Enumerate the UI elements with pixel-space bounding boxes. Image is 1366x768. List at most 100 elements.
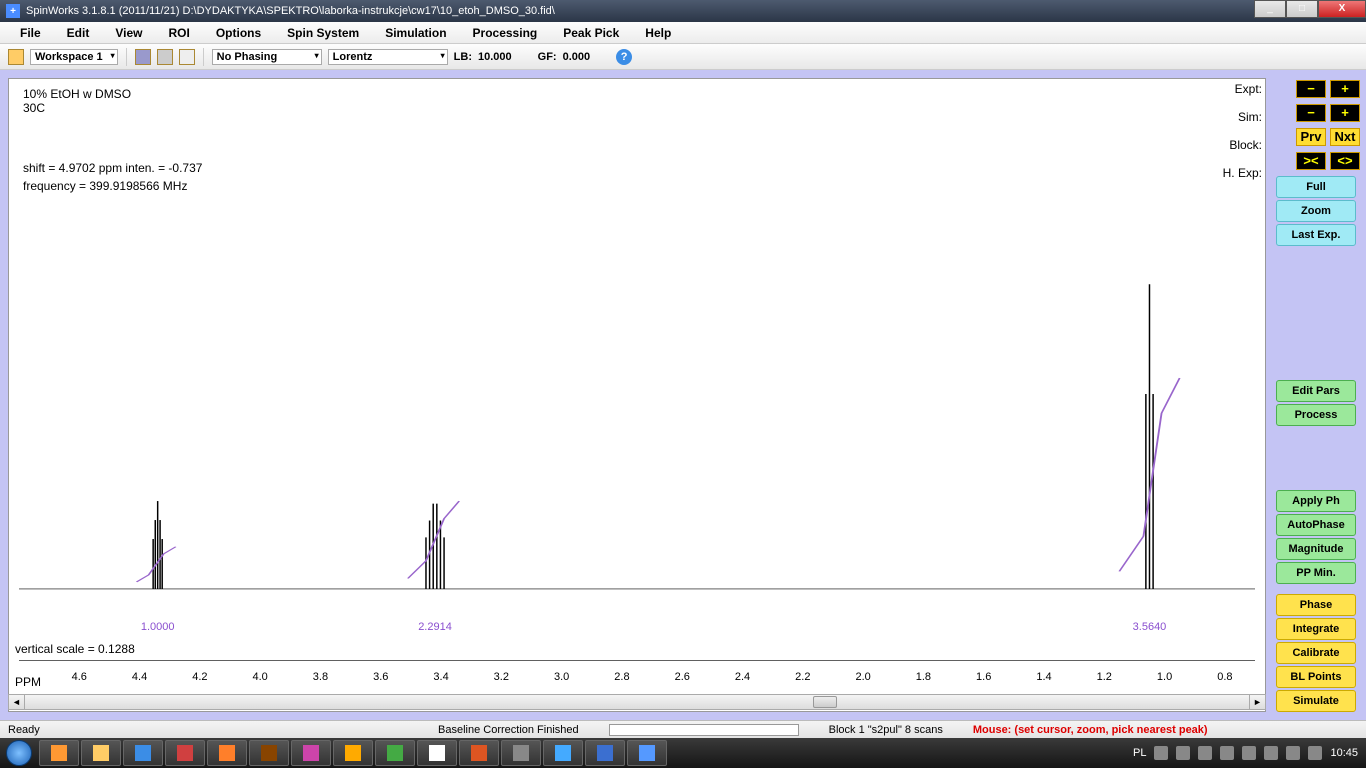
- mini-+[interactable]: +: [1330, 104, 1360, 122]
- taskbar-item[interactable]: [501, 740, 541, 766]
- tray-icon[interactable]: [1220, 746, 1234, 760]
- app-icon: +: [6, 4, 20, 18]
- menu-simulation[interactable]: Simulation: [375, 24, 456, 42]
- titlebar: + SpinWorks 3.1.8.1 (2011/11/21) D:\DYDA…: [0, 0, 1366, 22]
- xtick: 3.4: [433, 671, 448, 683]
- menu-view[interactable]: View: [105, 24, 152, 42]
- tray-icon[interactable]: [1308, 746, 1322, 760]
- taskbar-item[interactable]: [165, 740, 205, 766]
- xtick: 3.2: [494, 671, 509, 683]
- mini-−[interactable]: −: [1296, 80, 1326, 98]
- menu-spin-system[interactable]: Spin System: [277, 24, 369, 42]
- taskbar-item[interactable]: [249, 740, 289, 766]
- menu-edit[interactable]: Edit: [57, 24, 100, 42]
- taskbar-item[interactable]: [39, 740, 79, 766]
- menu-help[interactable]: Help: [635, 24, 681, 42]
- taskbar-item[interactable]: [123, 740, 163, 766]
- print-icon[interactable]: [179, 49, 195, 65]
- apply-ph-button[interactable]: Apply Ph: [1276, 490, 1356, 512]
- last-exp--button[interactable]: Last Exp.: [1276, 224, 1356, 246]
- scroll-right-icon[interactable]: ►: [1249, 695, 1265, 709]
- tray-icon[interactable]: [1198, 746, 1212, 760]
- close-button[interactable]: X: [1318, 0, 1366, 18]
- copy-icon[interactable]: [157, 49, 173, 65]
- menu-roi[interactable]: ROI: [158, 24, 199, 42]
- xtick: 1.2: [1097, 671, 1112, 683]
- clock[interactable]: 10:45: [1330, 747, 1358, 759]
- phase-button[interactable]: Phase: [1276, 594, 1356, 616]
- simulate-button[interactable]: Simulate: [1276, 690, 1356, 712]
- process-button[interactable]: Process: [1276, 404, 1356, 426]
- xtick: 4.6: [72, 671, 87, 683]
- taskbar-item[interactable]: [543, 740, 583, 766]
- open-icon[interactable]: [8, 49, 24, 65]
- phasing-combo[interactable]: No Phasing: [212, 49, 322, 65]
- pp-min--button[interactable]: PP Min.: [1276, 562, 1356, 584]
- autophase-button[interactable]: AutoPhase: [1276, 514, 1356, 536]
- scroll-thumb[interactable]: [813, 696, 837, 708]
- calibrate-button[interactable]: Calibrate: [1276, 642, 1356, 664]
- help-icon[interactable]: ?: [616, 49, 632, 65]
- integrate-button[interactable]: Integrate: [1276, 618, 1356, 640]
- taskbar-item[interactable]: [291, 740, 331, 766]
- taskbar-item[interactable]: [585, 740, 625, 766]
- full-button[interactable]: Full: [1276, 176, 1356, 198]
- tray-icon[interactable]: [1242, 746, 1256, 760]
- gf-value: 0.000: [563, 51, 591, 63]
- menu-peak-pick[interactable]: Peak Pick: [553, 24, 629, 42]
- plot-area[interactable]: 10% EtOH w DMSO 30C shift = 4.9702 ppm i…: [8, 78, 1266, 712]
- right-labels: Expt:Sim:Block:H. Exp:: [1223, 82, 1262, 194]
- magnitude-button[interactable]: Magnitude: [1276, 538, 1356, 560]
- h-scrollbar[interactable]: ◄ ►: [8, 694, 1266, 710]
- workspace-combo[interactable]: Workspace 1: [30, 49, 118, 65]
- mini-−[interactable]: −: [1296, 104, 1326, 122]
- maximize-button[interactable]: □: [1286, 0, 1318, 18]
- minimize-button[interactable]: _: [1254, 0, 1286, 18]
- mini-<>[interactable]: <>: [1330, 152, 1360, 170]
- workarea: 10% EtOH w DMSO 30C shift = 4.9702 ppm i…: [0, 70, 1366, 720]
- tray-icon[interactable]: [1154, 746, 1168, 760]
- taskbar-item[interactable]: [459, 740, 499, 766]
- scroll-left-icon[interactable]: ◄: [9, 695, 25, 709]
- gf-label: GF:: [538, 51, 557, 63]
- xtick: 2.6: [675, 671, 690, 683]
- tray-icon[interactable]: [1264, 746, 1278, 760]
- xtick: 4.2: [192, 671, 207, 683]
- taskbar-item[interactable]: [627, 740, 667, 766]
- xtick: 2.2: [795, 671, 810, 683]
- taskbar-item[interactable]: [81, 740, 121, 766]
- zoom-button[interactable]: Zoom: [1276, 200, 1356, 222]
- xtick: 3.8: [313, 671, 328, 683]
- menu-processing[interactable]: Processing: [463, 24, 548, 42]
- menu-options[interactable]: Options: [206, 24, 271, 42]
- x-axis-ticks: 4.64.44.24.03.83.63.43.23.02.82.62.42.22…: [19, 671, 1255, 689]
- mini-><[interactable]: ><: [1296, 152, 1326, 170]
- xtick: 3.6: [373, 671, 388, 683]
- start-button[interactable]: [0, 738, 38, 768]
- axis-label: PPM: [15, 675, 41, 689]
- mini-+[interactable]: +: [1330, 80, 1360, 98]
- taskbar-item[interactable]: [333, 740, 373, 766]
- xtick: 1.4: [1036, 671, 1051, 683]
- bl-points-button[interactable]: BL Points: [1276, 666, 1356, 688]
- peak-label: 3.5640: [1133, 621, 1167, 633]
- apod-combo[interactable]: Lorentz: [328, 49, 448, 65]
- side-panel: −+−+PrvNxt><<>FullZoomLast Exp.Edit Pars…: [1272, 80, 1360, 714]
- edit-pars-button[interactable]: Edit Pars: [1276, 380, 1356, 402]
- xtick: 1.8: [916, 671, 931, 683]
- taskbar-item[interactable]: [375, 740, 415, 766]
- taskbar-item[interactable]: [417, 740, 457, 766]
- xtick: 3.0: [554, 671, 569, 683]
- lang-indicator[interactable]: PL: [1133, 747, 1146, 759]
- mini-nxt[interactable]: Nxt: [1330, 128, 1360, 146]
- xtick: 2.0: [855, 671, 870, 683]
- taskbar-item[interactable]: [207, 740, 247, 766]
- save-icon[interactable]: [135, 49, 151, 65]
- peak-label: 1.0000: [141, 621, 175, 633]
- system-tray: PL 10:45: [1133, 746, 1366, 760]
- menu-file[interactable]: File: [10, 24, 51, 42]
- tray-icon[interactable]: [1286, 746, 1300, 760]
- label-h exp: H. Exp:: [1223, 166, 1262, 194]
- mini-prv[interactable]: Prv: [1296, 128, 1326, 146]
- tray-icon[interactable]: [1176, 746, 1190, 760]
